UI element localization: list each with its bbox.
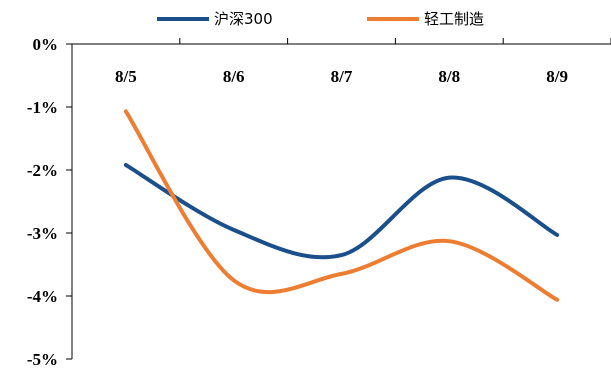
y-axis: 0% -1% -2% -3% -4% -5% [27,35,73,369]
x-tick-label: 8/7 [331,67,353,86]
legend-label-hs300: 沪深300 [214,10,273,28]
x-tick-label: 8/6 [223,67,245,86]
series-line-hs300 [123,163,560,260]
y-tick-label: -3% [27,224,58,243]
x-tick-label: 8/5 [115,67,137,86]
x-tick-label: 8/8 [438,67,460,86]
series-lines [123,109,560,302]
y-tick-label: -2% [27,161,58,180]
y-tick-label: -5% [27,350,58,369]
legend-label-light-industry: 轻工制造 [424,10,484,28]
x-tick-label: 8/9 [546,67,568,86]
y-tick-label: 0% [33,35,59,54]
legend: 沪深300 轻工制造 [157,10,484,28]
y-tick-label: -1% [27,98,58,117]
series-line-light-industry [123,109,560,302]
x-axis: 8/5 8/6 8/7 8/8 8/9 [72,38,611,86]
y-tick-label: -4% [27,287,58,306]
